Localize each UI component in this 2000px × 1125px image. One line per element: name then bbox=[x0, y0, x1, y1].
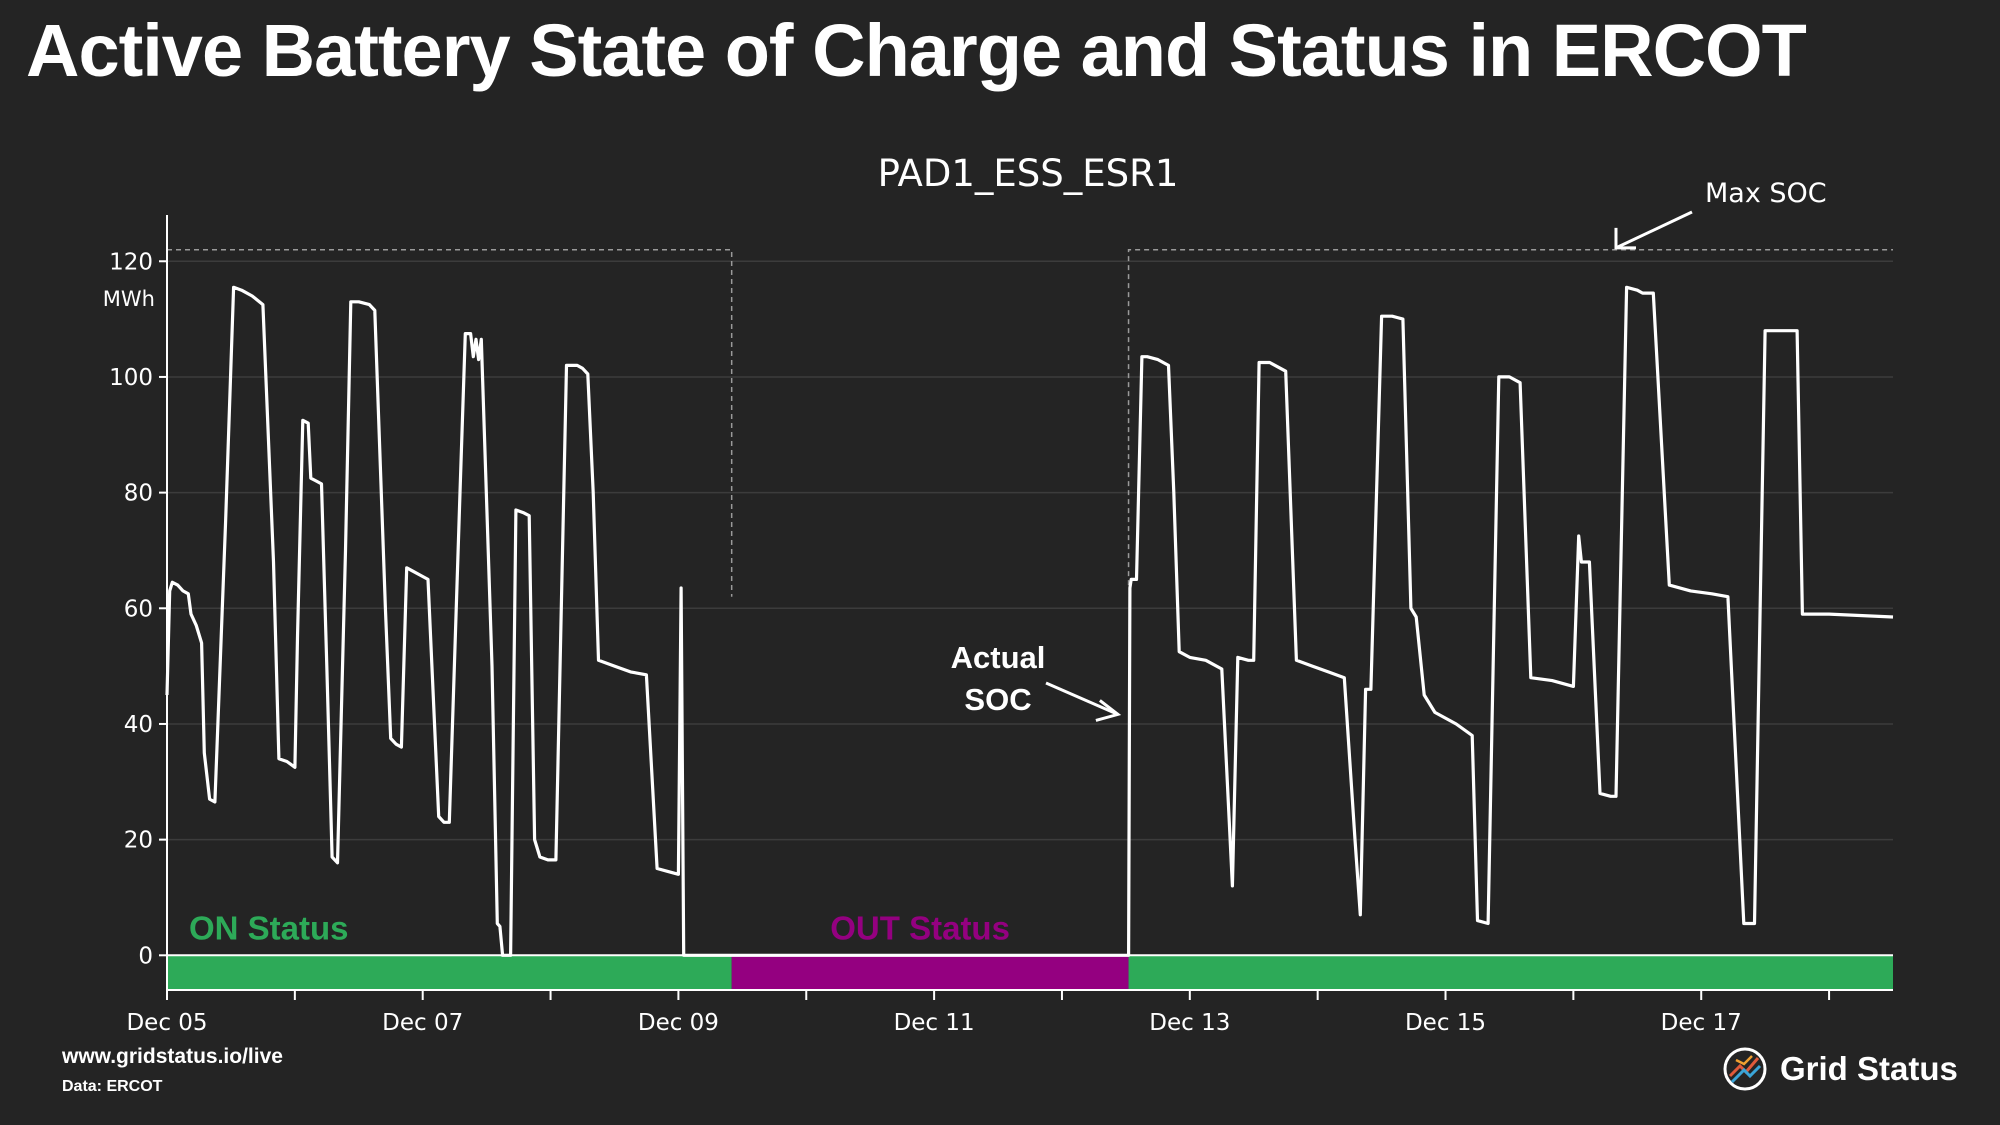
y-tick-label: 60 bbox=[124, 596, 153, 622]
gridlines bbox=[167, 260, 1893, 957]
status-bands: ON Status OUT Status bbox=[167, 909, 1893, 990]
y-tick-label: 20 bbox=[124, 828, 153, 854]
y-tick-label: 80 bbox=[124, 481, 153, 507]
annotations: Actual SOC Max SOC bbox=[951, 178, 1827, 722]
grid-status-logo-icon bbox=[1723, 1047, 1767, 1091]
x-tick-label: Dec 17 bbox=[1661, 1010, 1742, 1036]
annotation-actual-soc-text: SOC bbox=[964, 682, 1031, 717]
page-title: Active Battery State of Charge and Statu… bbox=[26, 9, 1807, 92]
x-tick-label: Dec 05 bbox=[126, 1010, 207, 1036]
y-tick-label: 120 bbox=[109, 249, 153, 275]
y-axis-label: MWh bbox=[103, 287, 155, 311]
max-soc-line bbox=[167, 248, 733, 597]
annotation-max-soc-arrow bbox=[1615, 210, 1693, 250]
brand: Grid Status bbox=[1722, 1046, 1958, 1092]
annotation-actual-soc-text: Actual bbox=[951, 640, 1046, 675]
x-tick-label: Dec 13 bbox=[1149, 1010, 1230, 1036]
max-soc-line bbox=[1127, 248, 1893, 586]
axes: 0 20 40 60 80 100 120 Dec 05 Dec 07 Dec 09 Dec 11 D… bbox=[109, 215, 1893, 1036]
brand-name: Grid Status bbox=[1780, 1050, 1958, 1087]
x-tick-label: Dec 11 bbox=[894, 1010, 975, 1036]
y-tick-label: 0 bbox=[138, 943, 153, 969]
status-band-on bbox=[167, 955, 732, 990]
x-tick-label: Dec 09 bbox=[638, 1010, 719, 1036]
y-tick-label: 100 bbox=[109, 365, 153, 391]
x-tick-label: Dec 15 bbox=[1405, 1010, 1486, 1036]
footer-source: Data: ERCOT bbox=[62, 1078, 163, 1095]
status-label-on: ON Status bbox=[189, 909, 349, 946]
status-band-on bbox=[1128, 955, 1893, 990]
x-tick-label: Dec 07 bbox=[382, 1010, 463, 1036]
annotation-actual-soc-arrow bbox=[1045, 681, 1119, 716]
footer-url: www.gridstatus.io/live bbox=[62, 1045, 283, 1068]
annotation-max-soc-arrowhead bbox=[1614, 227, 1636, 250]
soc-series bbox=[165, 285, 1894, 957]
y-tick-label: 40 bbox=[124, 712, 153, 738]
annotation-max-soc-text: Max SOC bbox=[1705, 178, 1827, 209]
max-soc-lines bbox=[167, 248, 1893, 597]
status-label-out: OUT Status bbox=[830, 909, 1010, 946]
status-band-out bbox=[731, 955, 1129, 990]
soc-line bbox=[165, 285, 1894, 957]
annotation-actual-soc-arrowhead bbox=[1095, 699, 1122, 722]
chart-title: PAD1_ESS_ESR1 bbox=[878, 152, 1179, 195]
